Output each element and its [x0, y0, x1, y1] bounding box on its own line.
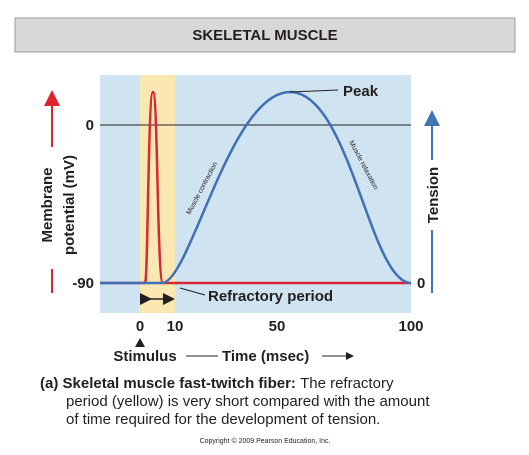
- right-tick-label: 0: [417, 275, 425, 292]
- caption-label: (a) Skeletal muscle fast-twitch fiber:: [40, 375, 296, 392]
- caption-line: (a) Skeletal muscle fast-twitch fiber: T…: [40, 375, 394, 392]
- copyright: Copyright © 2009 Pearson Education, Inc.: [200, 437, 331, 445]
- right-axis-label: Tension: [425, 167, 442, 223]
- title: SKELETAL MUSCLE: [192, 27, 337, 44]
- peak-leader: [289, 89, 339, 93]
- left-axis-label: Membrane: [39, 167, 56, 242]
- caption-text: The refractory: [300, 375, 394, 392]
- x-tick-label: 50: [269, 318, 286, 335]
- refractory-leader: [179, 287, 206, 296]
- left-tick-label: -90: [72, 275, 94, 292]
- stimulus-marker: [135, 338, 145, 347]
- stimulus-label: Stimulus: [113, 348, 176, 365]
- x-tick-label: 0: [136, 318, 144, 335]
- action-potential-curve: [100, 90, 411, 285]
- label-gap: [424, 160, 440, 230]
- caption-text: period (yellow) is very short compared w…: [66, 393, 430, 410]
- refractory-label: Refractory period: [208, 288, 333, 305]
- peak-label: Peak: [343, 83, 379, 100]
- left-tick-label: 0: [86, 117, 94, 134]
- x-tick-label: 10: [167, 318, 184, 335]
- caption-text: of time required for the development of …: [66, 411, 380, 428]
- left-axis-label: potential (mV): [61, 155, 78, 255]
- x-axis-label: Time (msec): [222, 348, 309, 365]
- label-gap: [44, 147, 60, 269]
- title-box: [14, 17, 516, 53]
- x-tick-label: 100: [398, 318, 423, 335]
